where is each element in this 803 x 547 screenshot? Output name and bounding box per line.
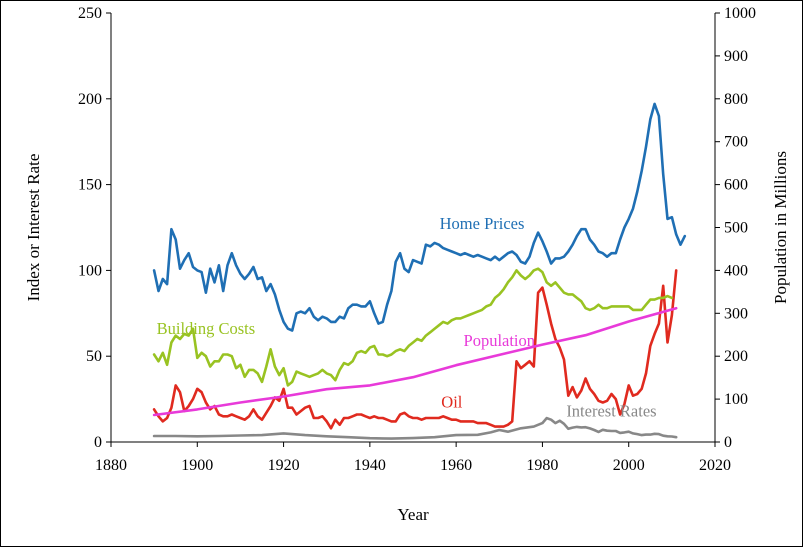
series-labels: Home Prices Building Costs Population Oil In… <box>157 214 657 420</box>
y2-tick-label: 700 <box>724 134 748 151</box>
y2-tick-label: 1000 <box>724 5 756 22</box>
x-tick-label: 1900 <box>181 457 213 474</box>
x-tick-label: 1940 <box>354 457 386 474</box>
y-tick-label: 50 <box>86 348 102 365</box>
x-tick-label: 2000 <box>613 457 645 474</box>
y-tick-label: 200 <box>78 91 102 108</box>
interest-rates-series-line <box>152 416 678 440</box>
y-axis-title: Index or Interest Rate <box>24 154 43 302</box>
y2-axis-title: Population in Millions <box>771 151 790 304</box>
axes: 1880 1900 1920 1940 1960 1980 2000 202005010015… <box>78 5 756 474</box>
building-costs-series-label: Building Costs <box>157 319 256 338</box>
x-tick-label: 1980 <box>526 457 558 474</box>
x-tick-label: 1920 <box>268 457 300 474</box>
x-axis-title: Year <box>397 505 429 524</box>
y2-tick-label: 800 <box>724 91 748 108</box>
y2-tick-label: 400 <box>724 262 748 279</box>
x-tick-label: 1880 <box>95 457 127 474</box>
x-tick-label: 1960 <box>440 457 472 474</box>
population-series-line <box>152 306 678 417</box>
interest-rates-series-label: Interest Rates <box>566 401 656 420</box>
home-prices-series-line <box>152 102 687 332</box>
oil-series-label: Oil <box>441 393 463 412</box>
y2-tick-label: 600 <box>724 177 748 194</box>
home-prices-series-label: Home Prices <box>440 214 525 233</box>
y-tick-label: 150 <box>78 177 102 194</box>
building-costs-series-line <box>152 267 674 387</box>
y2-tick-label: 200 <box>724 348 748 365</box>
y2-tick-label: 300 <box>724 305 748 322</box>
oil-series-line <box>152 269 678 430</box>
series-lines <box>152 102 687 440</box>
y2-tick-label: 900 <box>724 48 748 65</box>
y2-tick-label: 0 <box>724 434 732 451</box>
y2-tick-label: 100 <box>724 391 748 408</box>
y-tick-label: 0 <box>94 434 102 451</box>
y-tick-label: 250 <box>78 5 102 22</box>
y2-tick-label: 500 <box>724 220 748 237</box>
population-series-label: Population <box>464 331 536 350</box>
x-tick-label: 2020 <box>699 457 731 474</box>
y-tick-label: 100 <box>78 262 102 279</box>
